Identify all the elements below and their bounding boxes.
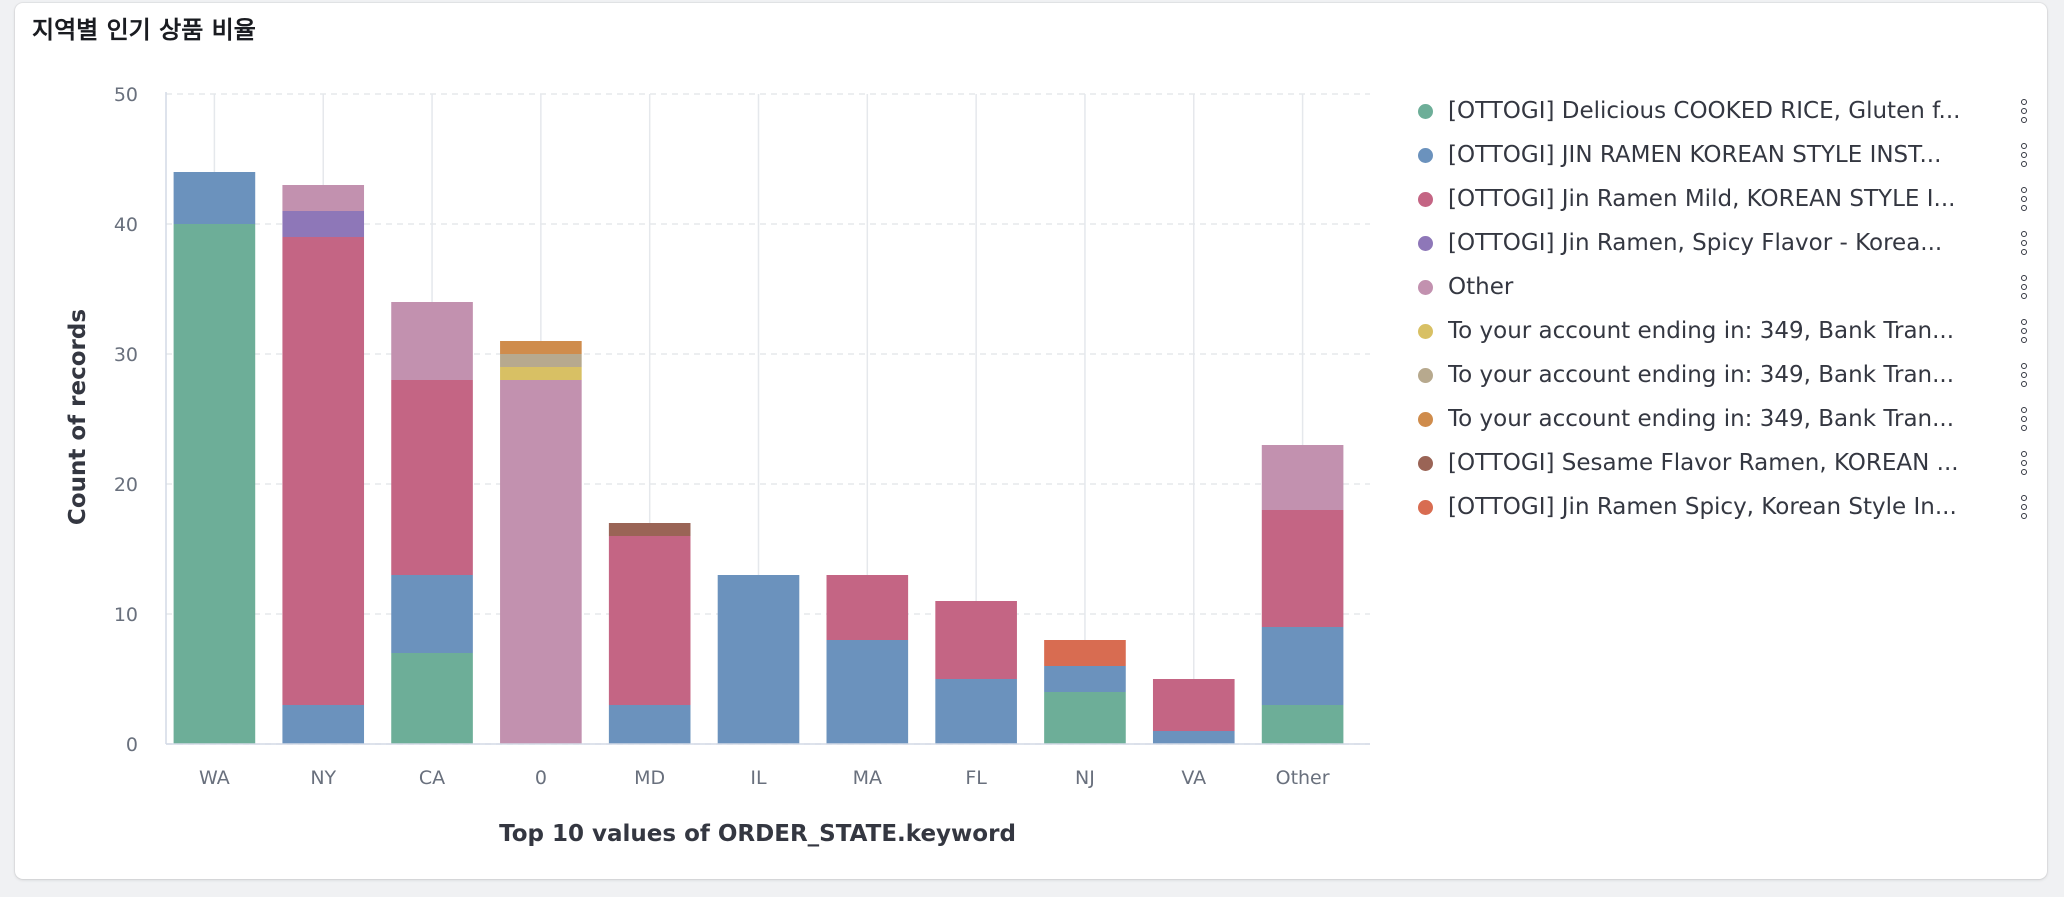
bar-segment[interactable] — [1152, 679, 1235, 731]
x-tick-label: 0 — [535, 767, 547, 789]
vertical-dots-icon[interactable] — [2017, 407, 2031, 431]
legend-item[interactable]: To your account ending in: 349, Bank Tra… — [1417, 397, 2037, 441]
vertical-dots-icon[interactable] — [2017, 495, 2031, 519]
bar-segment[interactable] — [500, 341, 582, 354]
bar-segment[interactable] — [500, 367, 582, 380]
y-tick-label: 30 — [114, 344, 138, 366]
legend-color-dot — [1418, 499, 1433, 515]
x-tick-label: NJ — [1075, 767, 1095, 789]
bar-segment[interactable] — [1261, 445, 1344, 510]
vertical-dots-icon[interactable] — [2017, 319, 2031, 343]
bar-segment[interactable] — [282, 237, 365, 705]
bar-segment[interactable] — [282, 185, 365, 211]
bar-segment[interactable] — [391, 575, 473, 653]
bar-segment[interactable] — [1261, 510, 1344, 627]
stacked-bar-chart: 0 10 20 30 40 50 WA NY CA 0 MD IL MA FL NJ VA Other Top … — [65, 84, 1370, 847]
bar-segment[interactable] — [391, 302, 473, 380]
legend-color-dot — [1418, 191, 1433, 207]
bar-segment[interactable] — [1261, 705, 1344, 744]
legend-item[interactable]: [OTTOGI] Jin Ramen Spicy, Korean Style I… — [1417, 485, 2037, 529]
legend-item[interactable]: [OTTOGI] Delicious COOKED RICE, Gluten f… — [1417, 89, 2037, 133]
bar-segment[interactable] — [500, 380, 582, 744]
bar-segment[interactable] — [173, 224, 256, 744]
legend-item[interactable]: To your account ending in: 349, Bank Tra… — [1417, 353, 2037, 397]
x-tick-label: Other — [1276, 767, 1330, 789]
legend-item[interactable]: [OTTOGI] Sesame Flavor Ramen, KOREAN ... — [1417, 441, 2037, 485]
bar-segment[interactable] — [1261, 627, 1344, 705]
legend-color-dot — [1418, 279, 1433, 295]
y-tick-label: 40 — [114, 214, 138, 236]
bar-segment[interactable] — [173, 172, 256, 224]
legend-item-label: To your account ending in: 349, Bank Tra… — [1448, 318, 1955, 344]
bar-series — [173, 172, 1344, 744]
legend-item[interactable]: [OTTOGI] Jin Ramen Mild, KOREAN STYLE I.… — [1417, 177, 2037, 221]
bar-segment[interactable] — [1044, 692, 1126, 744]
bar-segment[interactable] — [282, 705, 365, 744]
legend-item-label: [OTTOGI] Jin Ramen Spicy, Korean Style I… — [1448, 494, 1957, 520]
legend-item[interactable]: Other — [1417, 265, 2037, 309]
legend-color-dot — [1418, 235, 1433, 251]
x-tick-label: NY — [310, 767, 336, 789]
legend-color-dot — [1418, 103, 1433, 119]
vertical-dots-icon[interactable] — [2017, 363, 2031, 387]
bar-segment[interactable] — [608, 705, 691, 744]
bar-segment[interactable] — [935, 601, 1017, 679]
legend-item-label: [OTTOGI] Jin Ramen, Spicy Flavor - Korea… — [1448, 230, 1943, 256]
vertical-dots-icon[interactable] — [2017, 231, 2031, 255]
x-tick-label: WA — [199, 767, 230, 789]
legend-item-label: To your account ending in: 349, Bank Tra… — [1448, 406, 1955, 432]
legend-item[interactable]: [OTTOGI] Jin Ramen, Spicy Flavor - Korea… — [1417, 221, 2037, 265]
y-axis-title: Count of records — [65, 309, 91, 525]
vertical-dots-icon[interactable] — [2017, 99, 2031, 123]
vertical-dots-icon[interactable] — [2017, 143, 2031, 167]
bar-segment[interactable] — [1044, 640, 1126, 666]
x-tick-label: MD — [634, 767, 665, 789]
y-tick-label: 0 — [126, 734, 138, 756]
vertical-dots-icon[interactable] — [2017, 451, 2031, 475]
bar-segment[interactable] — [826, 575, 909, 640]
legend-color-dot — [1418, 147, 1433, 163]
legend-color-dot — [1418, 323, 1433, 339]
bar-segment[interactable] — [608, 523, 691, 536]
legend-color-dot — [1418, 411, 1433, 427]
bar-segment[interactable] — [282, 211, 365, 237]
visualization-panel: 지역별 인기 상품 비율 0 10 20 30 40 50 WA NY CA 0 MD IL MA FL N… — [15, 3, 2047, 879]
x-axis-title: Top 10 values of ORDER_STATE.keyword — [499, 821, 1016, 847]
bar-segment[interactable] — [1044, 666, 1126, 692]
legend-item-label: Other — [1448, 274, 1514, 300]
legend-item-label: To your account ending in: 349, Bank Tra… — [1448, 362, 1955, 388]
bar-segment[interactable] — [500, 354, 582, 367]
legend-item[interactable]: [OTTOGI] JIN RAMEN KOREAN STYLE INST... — [1417, 133, 2037, 177]
y-tick-label: 50 — [114, 84, 138, 106]
x-tick-label: FL — [965, 767, 987, 789]
vertical-dots-icon[interactable] — [2017, 187, 2031, 211]
panel-title: 지역별 인기 상품 비율 — [32, 16, 256, 44]
legend-item-label: [OTTOGI] Sesame Flavor Ramen, KOREAN ... — [1448, 450, 1959, 476]
legend-item-label: [OTTOGI] Jin Ramen Mild, KOREAN STYLE I.… — [1448, 186, 1956, 212]
x-tick-label: VA — [1181, 767, 1206, 789]
legend-item[interactable]: To your account ending in: 349, Bank Tra… — [1417, 309, 2037, 353]
legend-item-label: [OTTOGI] Delicious COOKED RICE, Gluten f… — [1448, 98, 1961, 124]
y-tick-label: 10 — [114, 604, 138, 626]
bar-segment[interactable] — [1152, 731, 1235, 744]
y-tick-label: 20 — [114, 474, 138, 496]
x-tick-label: CA — [419, 767, 445, 789]
axes: 0 10 20 30 40 50 WA NY CA 0 MD IL MA FL NJ VA Other — [114, 84, 1370, 789]
vertical-dots-icon[interactable] — [2017, 275, 2031, 299]
bar-segment[interactable] — [391, 653, 473, 744]
x-tick-label: IL — [750, 767, 767, 789]
legend-item-label: [OTTOGI] JIN RAMEN KOREAN STYLE INST... — [1448, 142, 1942, 168]
chart-legend: [OTTOGI] Delicious COOKED RICE, Gluten f… — [1417, 89, 2037, 529]
legend-color-dot — [1418, 455, 1433, 471]
bar-segment[interactable] — [717, 575, 800, 744]
bar-segment[interactable] — [391, 380, 473, 575]
x-tick-label: MA — [853, 767, 882, 789]
bar-segment[interactable] — [826, 640, 909, 744]
bar-segment[interactable] — [935, 679, 1017, 744]
bar-segment[interactable] — [608, 536, 691, 705]
legend-color-dot — [1418, 367, 1433, 383]
